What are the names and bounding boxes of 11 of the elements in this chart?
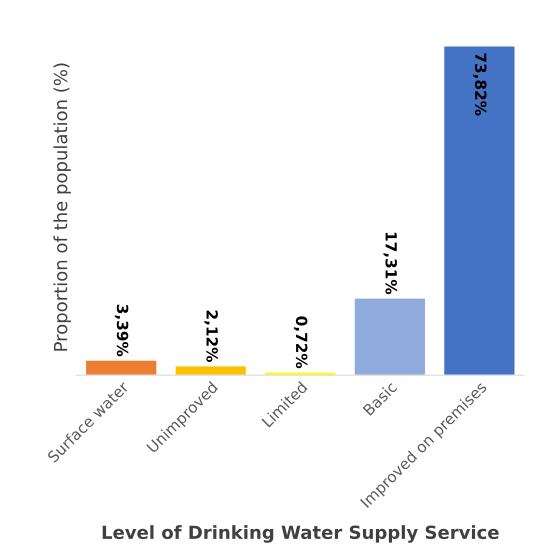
data-label: 0,72% — [294, 316, 308, 368]
bar — [174, 365, 248, 376]
bar — [353, 297, 426, 376]
data-label: 3,39% — [114, 304, 128, 356]
y-axis-title: Proportion of the population (%) — [53, 64, 71, 351]
data-label: 17,31% — [383, 232, 397, 294]
x-axis-title: Level of Drinking Water Supply Service — [102, 525, 499, 543]
data-label: 73,82% — [473, 53, 487, 116]
bar — [442, 45, 516, 376]
data-label: 2,12% — [204, 310, 218, 362]
bar — [84, 359, 158, 376]
